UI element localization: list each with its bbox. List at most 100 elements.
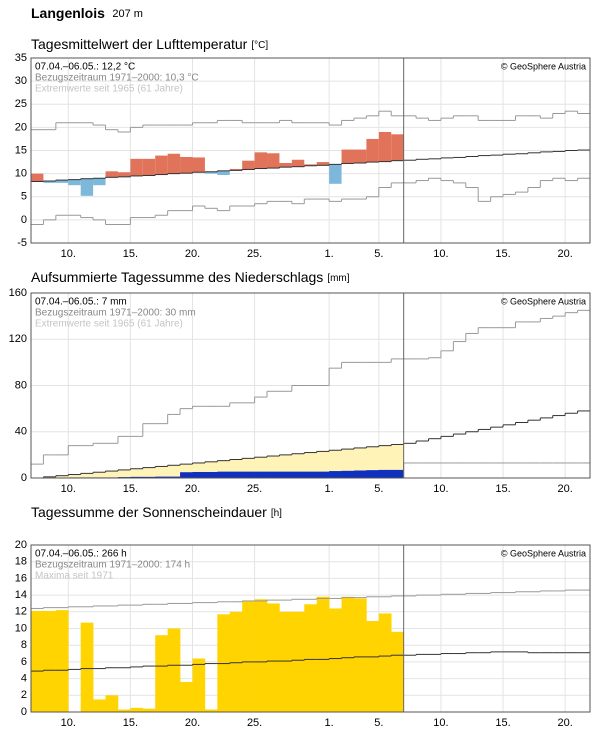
x-tick-label: 20. — [185, 483, 200, 495]
bar — [105, 695, 119, 712]
panel: Tagesmittelwert der Lufttemperatur [°C] -5… — [15, 36, 591, 260]
bar — [130, 707, 144, 712]
y-tick-label: 4 — [21, 673, 27, 685]
bar — [155, 635, 168, 712]
anomaly-bar — [329, 164, 342, 184]
area — [341, 470, 355, 478]
area — [130, 476, 144, 478]
mean-fill — [105, 471, 119, 478]
x-tick-label: 20. — [558, 483, 573, 495]
x-tick-label: 15. — [495, 717, 510, 729]
mean-fill — [155, 466, 168, 478]
bar — [279, 611, 293, 712]
anomaly-bar — [31, 173, 44, 182]
y-tick-label: 6 — [21, 656, 27, 668]
y-tick-label: 0 — [21, 214, 27, 226]
bar — [391, 631, 404, 712]
y-tick-label: 12 — [15, 606, 27, 618]
area — [391, 469, 404, 478]
info-line: Extremwerte seit 1965 (61 Jahre) — [35, 319, 183, 330]
title-text: Tagesmittelwert der Lufttemperatur — [31, 36, 248, 52]
anomaly-bar — [180, 156, 193, 174]
area — [366, 470, 380, 478]
mean-fill — [80, 473, 94, 478]
bar — [80, 622, 94, 712]
y-tick-label: 20 — [15, 539, 27, 551]
x-tick-label: 1. — [325, 248, 334, 260]
mean-fill — [167, 465, 181, 478]
anomaly-bar — [43, 181, 56, 183]
x-tick-label: 15. — [123, 248, 138, 260]
area — [329, 471, 342, 478]
bar — [254, 599, 268, 712]
info-line: Maxima seit 1971 — [35, 571, 114, 582]
y-tick-label: 120 — [9, 333, 27, 345]
bar — [93, 699, 106, 712]
y-tick-label: 10 — [15, 168, 27, 180]
x-tick-label: 25. — [247, 483, 262, 495]
anomaly-bar — [117, 172, 131, 177]
anomaly-bar — [229, 169, 243, 171]
mean-fill — [391, 444, 404, 478]
area — [291, 471, 305, 478]
y-tick-label: 40 — [15, 426, 27, 438]
panel: Tagessumme der Sonnenscheindauer [h] 0 2 4 6 8… — [15, 504, 591, 729]
mean-fill — [55, 475, 69, 478]
panel: Aufsummierte Tagessumme des Niederschlag… — [9, 269, 591, 495]
anomaly-bar — [167, 153, 181, 174]
area — [167, 476, 181, 478]
x-tick-label: 10. — [433, 248, 448, 260]
anomaly-bar — [242, 160, 255, 170]
plot-border — [30, 292, 591, 479]
bar — [329, 608, 342, 712]
y-tick-label: 8 — [21, 639, 27, 651]
anomaly-bar — [291, 159, 305, 167]
area — [229, 471, 243, 478]
bar — [117, 709, 131, 712]
anomaly-bar — [279, 162, 292, 168]
mean-fill — [43, 476, 57, 478]
info-line: Bezugszeitraum 1971–2000: 30 mm — [35, 308, 196, 319]
plot-border — [30, 57, 591, 244]
y-tick-label: 20 — [15, 121, 27, 133]
anomaly-bar — [55, 180, 69, 183]
x-tick-label: 20. — [558, 248, 573, 260]
anomaly-bar — [93, 178, 106, 186]
title-text: Tagessumme der Sonnenscheindauer — [31, 504, 267, 520]
anomaly-bar — [353, 149, 367, 163]
x-tick-label: 10. — [433, 483, 448, 495]
y-tick-label: 0 — [21, 706, 27, 718]
credit: © GeoSphere Austria — [501, 548, 586, 558]
bar — [192, 658, 206, 712]
title-unit: [h] — [271, 508, 282, 519]
x-tick-label: 10. — [61, 483, 76, 495]
mean-fill — [117, 469, 131, 478]
y-tick-label: 10 — [15, 622, 27, 634]
x-tick-label: 20. — [185, 248, 200, 260]
title-unit: [mm] — [327, 273, 349, 284]
y-tick-label: 5 — [21, 191, 27, 203]
y-tick-label: 15 — [15, 144, 27, 156]
bar — [267, 603, 280, 712]
area — [242, 471, 255, 478]
area — [267, 471, 280, 478]
x-tick-label: 15. — [123, 717, 138, 729]
y-tick-label: -5 — [17, 237, 27, 249]
bar — [180, 681, 193, 712]
anomaly-bar — [105, 171, 118, 178]
anomaly-bar — [68, 179, 81, 186]
plot-border — [30, 544, 591, 713]
anomaly-bar — [192, 157, 205, 173]
bar — [291, 611, 305, 712]
y-tick-label: 80 — [15, 379, 27, 391]
y-tick-label: 18 — [15, 556, 27, 568]
area — [254, 471, 268, 478]
y-tick-label: 25 — [15, 98, 27, 110]
bar — [353, 598, 367, 712]
area — [316, 471, 330, 478]
anomaly-bar — [366, 138, 379, 163]
x-tick-label: 10. — [61, 717, 76, 729]
bar — [304, 604, 318, 712]
anomaly-bar — [254, 152, 268, 169]
